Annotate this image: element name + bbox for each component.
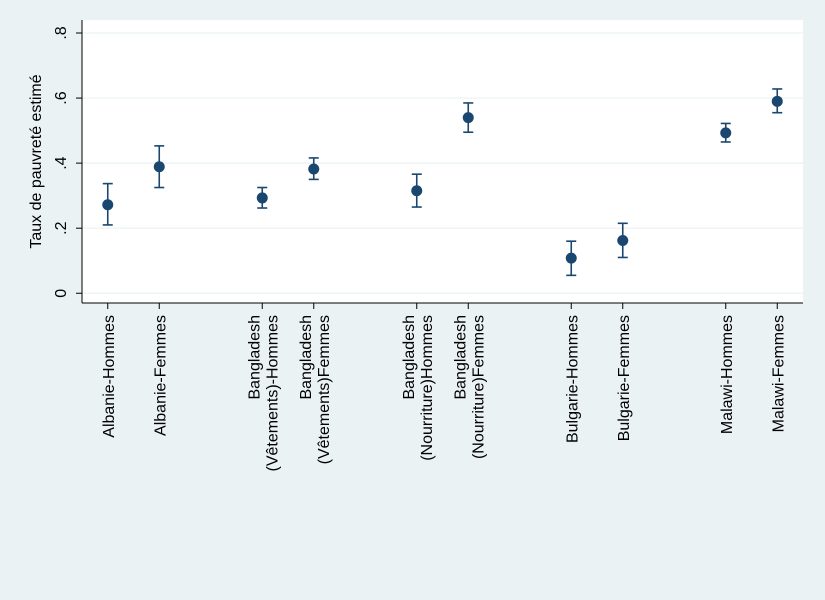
data-point xyxy=(102,199,114,211)
x-category-label: Albanie-Hommes xyxy=(101,315,118,438)
y-axis-title: Taux de pauvreté estimé xyxy=(28,74,45,248)
x-category-label: Malawi-Hommes xyxy=(719,315,736,434)
x-category-label: Bulgarie-Femmes xyxy=(616,315,633,441)
plot-area xyxy=(82,20,803,303)
y-tick-label: .4 xyxy=(53,156,70,169)
data-point xyxy=(462,112,474,124)
x-category-label: Albanie-Femmes xyxy=(152,315,169,436)
error-bars xyxy=(102,88,783,277)
x-category-label: (Vêtements)-Hommes xyxy=(264,315,281,471)
y-tick-label: .2 xyxy=(53,221,70,234)
data-point xyxy=(565,252,577,264)
data-point xyxy=(720,127,732,139)
x-category-label: Bangladesh xyxy=(452,315,469,400)
data-point xyxy=(308,163,320,175)
y-tick-label: .8 xyxy=(53,26,70,39)
x-category-label: (Nourriture)Hommes xyxy=(419,315,436,461)
x-category-label: Bangladesh xyxy=(298,315,315,400)
x-axis: Albanie-Hommes Albanie-Femmes Bangladesh (V… xyxy=(82,302,803,471)
data-point xyxy=(153,161,165,173)
data-point xyxy=(256,192,268,204)
y-tick-label: 0 xyxy=(53,289,70,298)
y-tick-label: .6 xyxy=(53,91,70,104)
x-category-label: Bulgarie-Hommes xyxy=(564,315,581,443)
x-category-label: Malawi-Femmes xyxy=(770,315,787,432)
x-category-label: (Vêtements)Femmes xyxy=(316,315,333,464)
data-point xyxy=(771,95,783,107)
data-point xyxy=(411,185,423,197)
x-category-label: Bangladesh xyxy=(401,315,418,400)
gridlines xyxy=(82,32,803,294)
data-point xyxy=(617,235,629,247)
y-axis: 0 .2 .4 .6 .8 xyxy=(53,20,83,303)
x-category-label: (Nourriture)Femmes xyxy=(470,315,487,459)
markers xyxy=(102,95,783,264)
x-category-label: Bangladesh xyxy=(246,315,263,400)
